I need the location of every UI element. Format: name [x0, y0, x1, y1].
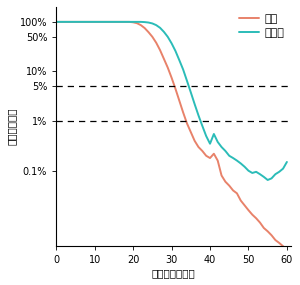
城南島	[139, 20, 142, 24]
城南島	[166, 35, 169, 38]
東海	[278, 241, 281, 245]
東海	[258, 221, 262, 224]
城南島	[143, 21, 146, 24]
城南島	[250, 171, 254, 175]
東海	[174, 87, 177, 90]
東海	[285, 249, 289, 252]
城南島	[208, 142, 212, 145]
東海	[147, 30, 150, 34]
東海	[235, 192, 239, 195]
城南島	[181, 68, 185, 71]
城南島	[204, 134, 208, 138]
Line: 東海: 東海	[56, 22, 287, 250]
城南島	[254, 170, 258, 174]
城南島	[224, 149, 227, 153]
城南島	[151, 22, 154, 25]
城南島	[200, 124, 204, 128]
城南島	[185, 79, 189, 82]
東海	[254, 217, 258, 220]
城南島	[285, 160, 289, 164]
城南島	[189, 91, 193, 94]
城南島	[197, 114, 200, 117]
城南島	[154, 23, 158, 27]
城南島	[270, 177, 273, 180]
東海	[143, 27, 146, 30]
城南島	[274, 172, 277, 176]
東海	[220, 174, 223, 177]
城南島	[278, 170, 281, 174]
東海	[193, 139, 196, 142]
城南島	[262, 175, 266, 179]
城南島	[220, 145, 223, 149]
城南島	[174, 49, 177, 53]
東海	[281, 245, 285, 248]
城南島	[158, 26, 162, 30]
東海	[55, 20, 58, 24]
東海	[231, 189, 235, 192]
東海	[189, 131, 193, 134]
城南島	[258, 172, 262, 176]
東海	[224, 180, 227, 184]
城南島	[216, 140, 220, 144]
東海	[128, 20, 131, 24]
東海	[162, 57, 166, 60]
東海	[158, 48, 162, 52]
城南島	[147, 21, 150, 24]
城南島	[247, 169, 250, 172]
Legend: 東海, 城南島: 東海, 城南島	[234, 9, 289, 42]
東海	[243, 204, 246, 207]
東海	[270, 233, 273, 237]
城南島	[212, 132, 216, 136]
東海	[262, 226, 266, 230]
Y-axis label: 推定残存確率: 推定残存確率	[7, 108, 17, 145]
東海	[239, 199, 243, 202]
東海	[247, 208, 250, 212]
城南島	[243, 165, 246, 168]
X-axis label: 調査回数（月）: 調査回数（月）	[152, 268, 195, 278]
東海	[139, 23, 142, 27]
東海	[166, 66, 169, 69]
城南島	[239, 162, 243, 165]
東海	[216, 159, 220, 162]
東海	[135, 21, 139, 25]
東海	[208, 156, 212, 160]
東海	[227, 184, 231, 187]
東海	[212, 152, 216, 155]
東海	[250, 213, 254, 216]
東海	[200, 149, 204, 153]
東海	[274, 238, 277, 242]
東海	[185, 122, 189, 125]
東海	[170, 76, 173, 80]
城南島	[178, 58, 181, 62]
城南島	[193, 102, 196, 106]
城南島	[55, 20, 58, 24]
城南島	[281, 167, 285, 170]
東海	[181, 111, 185, 114]
東海	[266, 230, 269, 233]
城南島	[170, 42, 173, 45]
Line: 城南島: 城南島	[56, 22, 287, 180]
東海	[197, 145, 200, 149]
東海	[131, 21, 135, 24]
東海	[154, 41, 158, 44]
城南島	[235, 159, 239, 162]
城南島	[231, 156, 235, 160]
城南島	[266, 178, 269, 182]
城南島	[227, 154, 231, 158]
東海	[178, 99, 181, 102]
東海	[204, 154, 208, 158]
城南島	[162, 30, 166, 34]
東海	[151, 35, 154, 38]
